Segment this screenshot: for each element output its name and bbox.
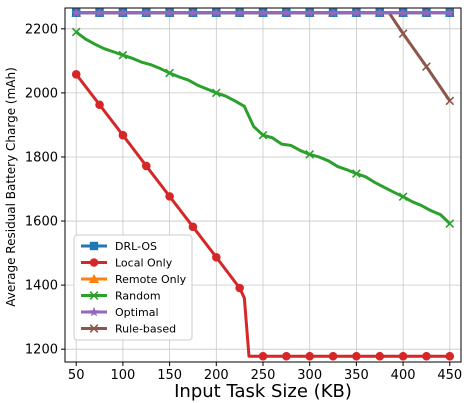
data-point-optimal — [117, 7, 128, 18]
data-point-local-only — [71, 70, 81, 79]
legend-marker — [89, 274, 99, 283]
legend-item-remote-only: Remote Only — [81, 273, 187, 286]
y-tick-label: 1200 — [25, 343, 58, 358]
data-point-optimal — [421, 7, 432, 18]
x-tick-label: 100 — [110, 368, 135, 383]
y-tick-label: 1600 — [25, 215, 58, 230]
data-point-optimal — [351, 7, 362, 18]
data-point-random — [398, 192, 408, 202]
x-axis-label: Input Task Size (KB) — [174, 381, 352, 402]
data-point-optimal — [164, 7, 175, 18]
y-tick-label: 1400 — [25, 279, 58, 294]
data-point-local-only — [445, 351, 455, 361]
legend-item-rule-based: Rule-based — [81, 323, 176, 336]
series-local-only — [71, 70, 455, 361]
x-tick-label: 300 — [297, 368, 322, 383]
grid-lines — [65, 8, 461, 362]
legend-marker — [89, 241, 99, 251]
legend-item-drl-os: DRL-OS — [81, 240, 157, 253]
data-point-local-only — [212, 252, 221, 262]
data-point-optimal — [281, 7, 292, 18]
data-point-optimal — [234, 7, 245, 18]
data-point-optimal — [188, 7, 198, 18]
data-point-optimal — [328, 7, 338, 18]
data-point-rule-based — [445, 96, 455, 106]
x-axis: 50 100 150 200 250 300 350 400 450 — [68, 362, 462, 383]
data-point-local-only — [141, 161, 151, 171]
data-point-local-only — [188, 222, 198, 232]
data-point-local-only — [235, 283, 244, 293]
legend-marker — [89, 258, 99, 267]
data-point-optimal — [304, 7, 315, 18]
data-point-random — [211, 88, 221, 98]
legend-marker — [89, 324, 99, 333]
series-layer — [71, 7, 455, 361]
data-point-random — [118, 50, 128, 60]
series-random — [71, 27, 455, 228]
legend-item-random: Random — [81, 290, 161, 303]
data-point-optimal — [258, 7, 268, 18]
x-tick-label: 150 — [157, 368, 182, 383]
legend-marker — [89, 291, 99, 300]
data-point-local-only — [375, 351, 385, 361]
y-axis: 1200 1400 1600 1800 2000 2200 — [25, 22, 65, 358]
x-tick-label: 200 — [204, 368, 229, 383]
data-point-optimal — [141, 7, 152, 18]
data-point-optimal — [374, 7, 385, 18]
data-point-optimal — [398, 7, 409, 18]
series-optimal — [71, 7, 455, 18]
data-point-local-only — [352, 351, 361, 361]
data-point-local-only — [398, 351, 408, 361]
data-point-random — [352, 169, 361, 178]
x-tick-label: 50 — [68, 368, 85, 383]
data-point-optimal — [94, 7, 105, 18]
data-point-local-only — [328, 351, 338, 361]
data-point-random — [445, 219, 455, 228]
data-point-local-only — [118, 130, 128, 140]
x-tick-label: 250 — [251, 368, 276, 383]
legend-marker — [89, 306, 99, 317]
y-tick-label: 1800 — [25, 150, 58, 165]
data-point-random — [305, 150, 315, 159]
x-tick-label: 450 — [437, 368, 462, 383]
data-point-local-only — [165, 192, 174, 201]
legend-label: Local Only — [115, 257, 173, 270]
data-point-local-only — [95, 100, 104, 110]
legend-label: Optimal — [115, 306, 159, 319]
y-axis-label: Average Residual Battery Charge (mAh) — [4, 67, 18, 307]
legend: DRL-OS Local Only Remote Only Random Optimal… — [73, 234, 193, 341]
legend-label: Rule-based — [115, 323, 176, 336]
data-point-rule-based — [422, 62, 431, 71]
legend-label: DRL-OS — [115, 240, 157, 253]
legend-item-optimal: Optimal — [81, 306, 159, 319]
x-tick-label: 400 — [391, 368, 416, 383]
data-point-optimal — [211, 7, 222, 18]
y-tick-label: 2200 — [25, 22, 58, 37]
data-point-local-only — [282, 351, 291, 361]
data-point-random — [71, 27, 81, 37]
data-point-rule-based — [398, 29, 408, 38]
legend-label: Remote Only — [115, 273, 187, 286]
legend-label: Random — [115, 290, 161, 303]
x-tick-label: 350 — [344, 368, 369, 383]
data-point-local-only — [305, 351, 314, 361]
y-tick-label: 2000 — [25, 86, 58, 101]
data-point-optimal — [444, 7, 455, 18]
data-point-random — [165, 68, 174, 78]
data-point-local-only — [258, 351, 268, 361]
legend-item-local-only: Local Only — [81, 257, 173, 270]
data-point-optimal — [71, 7, 82, 18]
data-point-random — [258, 130, 268, 140]
data-point-local-only — [422, 351, 431, 361]
